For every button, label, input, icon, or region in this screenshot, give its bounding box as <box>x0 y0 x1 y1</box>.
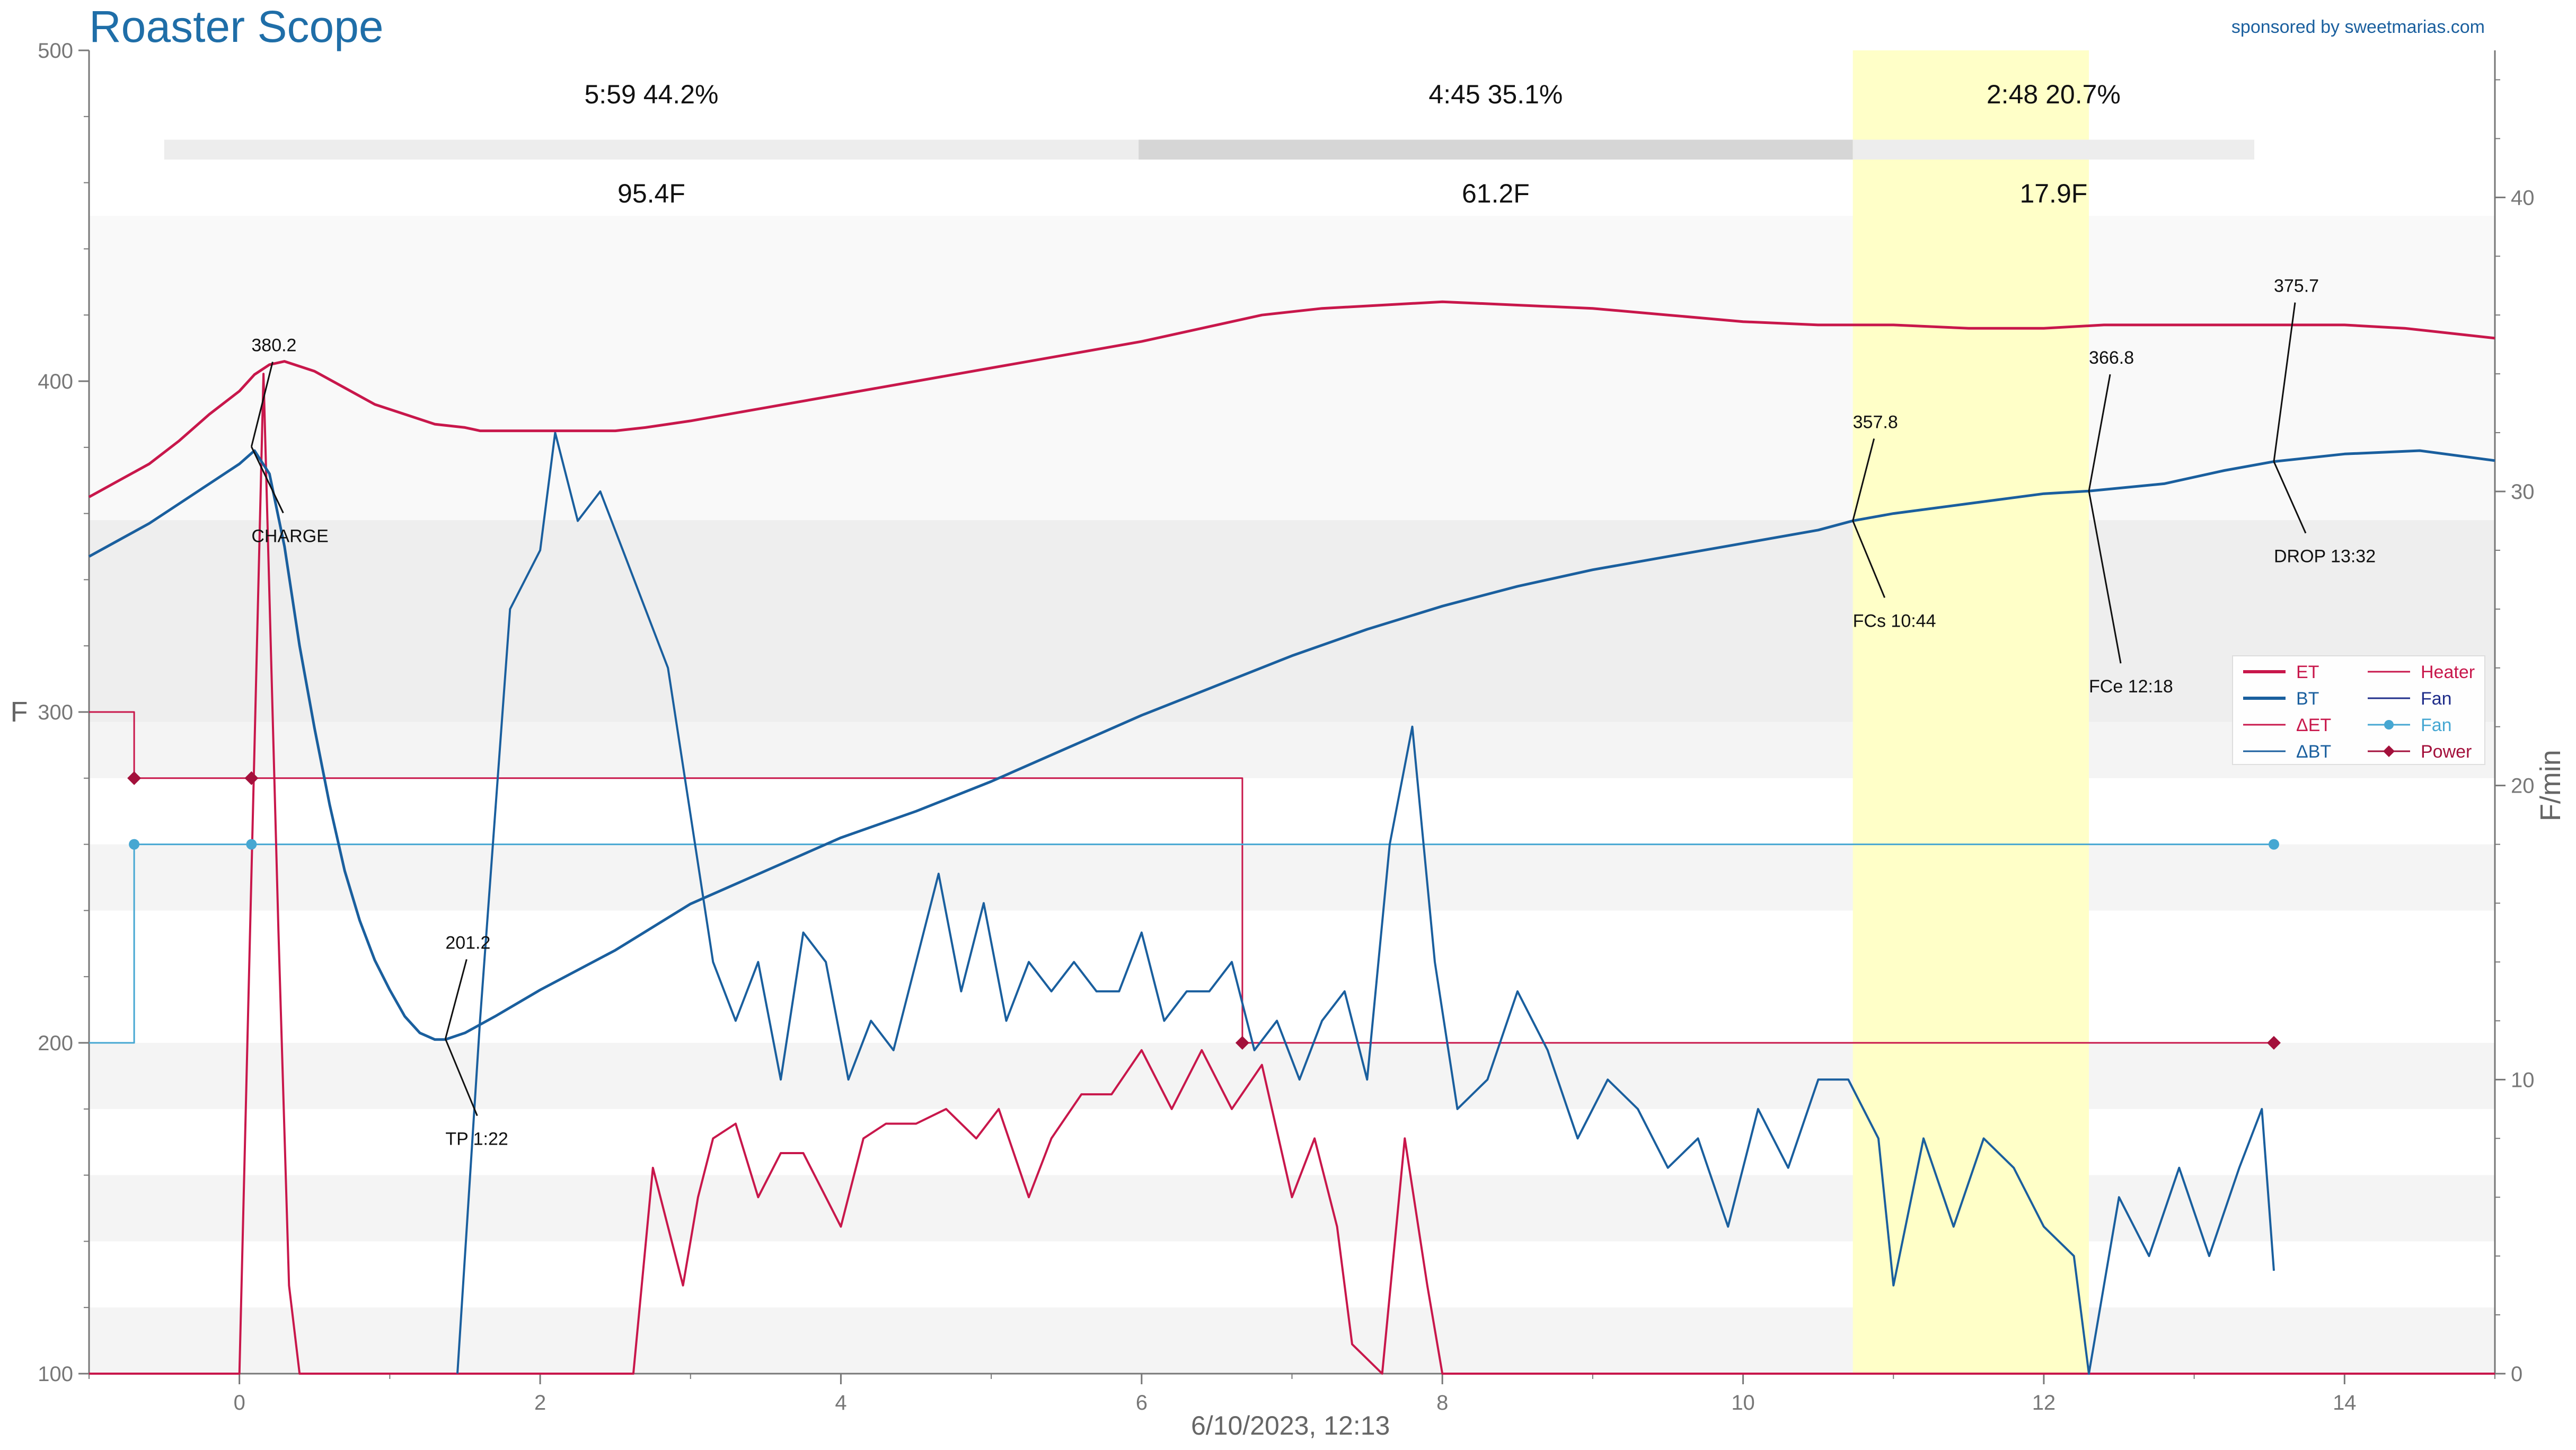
heater-series-line <box>89 711 2274 1044</box>
y-left-tick-label: 500 <box>38 39 73 63</box>
legend-label: Fan <box>2421 715 2452 735</box>
annotation-value-label: 366.8 <box>2089 348 2134 368</box>
legend-box <box>2232 655 2485 765</box>
legend-label: BT <box>2296 689 2319 709</box>
y-right-tick-label: 10 <box>2511 1068 2535 1092</box>
phase-time-label: 4:45 35.1% <box>1428 80 1563 109</box>
background-band <box>89 520 2495 722</box>
first-crack-window <box>1852 50 2089 1374</box>
background-band <box>89 1175 2495 1242</box>
legend-swatch-marker <box>2383 745 2395 757</box>
legend-item: Fan <box>2368 689 2452 709</box>
y-left-axis-label: F <box>11 696 28 728</box>
x-tick-label: 4 <box>835 1391 846 1414</box>
annotation-leader-line <box>2273 302 2296 462</box>
y-right-tick-label: 20 <box>2511 775 2535 798</box>
sponsor-link[interactable]: sponsored by sweetmarias.com <box>2231 17 2485 37</box>
legend-item: Power <box>2368 742 2472 762</box>
annotation-leader-line <box>1852 520 1886 598</box>
legend-swatch-marker <box>2384 720 2394 730</box>
legend-label: Fan <box>2421 689 2452 709</box>
app-title: Roaster Scope <box>89 2 384 51</box>
annotation-leader-line <box>2273 461 2307 534</box>
power-marker <box>2266 1036 2281 1050</box>
background-band <box>89 1043 2495 1109</box>
x-tick-label: 2 <box>534 1391 546 1414</box>
delta-et-series-line <box>89 373 2495 1375</box>
annotation-leader-line <box>444 1038 478 1117</box>
legend-item: Heater <box>2368 662 2475 682</box>
fan-marker <box>2268 839 2279 850</box>
annotation-value-label: 357.8 <box>1853 412 1898 432</box>
legend-item: ΔBT <box>2243 742 2331 762</box>
legend-label: ΔBT <box>2296 742 2331 762</box>
background-band <box>89 722 2495 778</box>
annotation-event-label: TP 1:22 <box>445 1129 508 1149</box>
bt-series-line <box>88 449 2495 1041</box>
legend-label: Power <box>2421 742 2472 762</box>
annotation-event-label: FCe 12:18 <box>2089 676 2173 697</box>
x-tick-label: 8 <box>1436 1391 1448 1414</box>
y-right-axis-label: F/min <box>2535 750 2566 821</box>
fan-marker <box>246 839 257 850</box>
annotation-event-label: CHARGE <box>251 526 328 547</box>
background-band <box>89 216 2495 521</box>
annotation-leader-line <box>251 446 284 514</box>
annotation-value-label: 201.2 <box>445 933 490 953</box>
phase-rise-label: 95.4F <box>617 179 685 208</box>
et-series-line <box>88 300 2495 498</box>
power-marker <box>1235 1036 1249 1050</box>
annotation-leader-line <box>250 362 274 447</box>
y-left-tick-label: 300 <box>38 701 73 724</box>
legend-item: Fan <box>2368 715 2452 735</box>
fan-marker <box>129 839 140 850</box>
y-right-tick-label: 40 <box>2511 186 2535 209</box>
phase-rise-label: 61.2F <box>1462 179 1530 208</box>
background-band <box>89 844 2495 911</box>
phase-time-label: 2:48 20.7% <box>1987 80 2121 109</box>
x-tick-label: 12 <box>2032 1391 2056 1414</box>
x-tick-label: 6 <box>1136 1391 1148 1414</box>
phase-bar-segment <box>1139 139 1853 160</box>
phase-bar-segment <box>1852 139 2255 160</box>
phase-time-label: 5:59 44.2% <box>584 80 718 109</box>
y-right-tick-label: 0 <box>2511 1363 2522 1386</box>
legend-item: BT <box>2243 689 2319 709</box>
y-left-tick-label: 200 <box>38 1032 73 1055</box>
legend-label: ΔET <box>2296 715 2331 735</box>
x-tick-label: 0 <box>234 1391 245 1414</box>
annotation-leader-line <box>2088 490 2122 664</box>
y-left-tick-label: 100 <box>38 1363 73 1386</box>
background-band <box>89 1307 2495 1374</box>
annotation-leader-line <box>1852 438 1875 521</box>
annotation-value-label: 375.7 <box>2274 276 2319 296</box>
phase-rise-label: 17.9F <box>2019 179 2087 208</box>
legend-item: ET <box>2243 662 2319 682</box>
y-right-tick-label: 30 <box>2511 480 2535 504</box>
x-axis-date-label: 6/10/2023, 12:13 <box>1191 1411 1390 1440</box>
legend-label: Heater <box>2421 662 2475 682</box>
x-tick-label: 14 <box>2333 1391 2357 1414</box>
annotation-leader-line <box>444 959 467 1039</box>
legend-label: ET <box>2296 662 2319 682</box>
power-marker <box>244 771 259 785</box>
annotation-value-label: 380.2 <box>251 336 296 356</box>
phase-bar-segment <box>164 139 1139 160</box>
legend-item: ΔET <box>2243 715 2331 735</box>
annotation-event-label: DROP 13:32 <box>2274 547 2376 567</box>
delta-bt-series-line <box>456 432 2275 1375</box>
y-left-tick-label: 400 <box>38 370 73 393</box>
fan-series-line <box>89 843 2274 1044</box>
annotation-leader-line <box>2088 374 2111 491</box>
x-tick-label: 10 <box>1731 1391 1755 1414</box>
annotation-event-label: FCs 10:44 <box>1853 611 1936 631</box>
power-marker <box>127 771 142 785</box>
